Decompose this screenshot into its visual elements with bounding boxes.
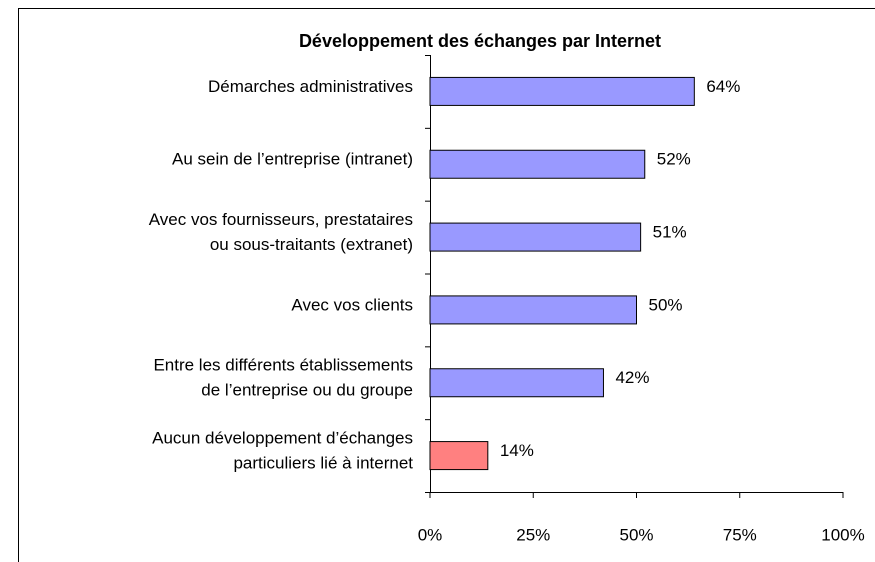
value-label: 64%	[706, 77, 740, 96]
x-tick-label: 75%	[723, 525, 757, 544]
value-label: 51%	[653, 223, 687, 242]
y-tick-label: de l’entreprise ou du groupe	[201, 381, 413, 400]
x-tick-label: 25%	[516, 525, 550, 544]
chart-title: Développement des échanges par Internet	[299, 31, 661, 51]
y-tick-label: particuliers lié à internet	[233, 454, 413, 473]
bar	[429, 441, 489, 471]
x-tick-label: 100%	[821, 525, 864, 544]
y-tick-label: ou sous-traitants (extranet)	[210, 235, 413, 254]
y-tick-label: Avec vos clients	[291, 295, 413, 314]
bar	[429, 295, 637, 325]
x-tick-label: 0%	[418, 525, 443, 544]
bar	[429, 76, 695, 106]
bar	[429, 222, 642, 252]
value-label: 42%	[615, 368, 649, 387]
y-tick-label: Entre les différents établissements	[153, 356, 413, 375]
y-tick-label: Au sein de l’entreprise (intranet)	[172, 150, 413, 169]
bar	[429, 368, 604, 398]
y-tick-label: Avec vos fournisseurs, prestataires	[149, 210, 413, 229]
x-tick-label: 50%	[619, 525, 653, 544]
value-label: 52%	[657, 150, 691, 169]
bar	[429, 149, 646, 179]
y-tick-label: Aucun développement d’échanges	[152, 429, 413, 448]
y-tick-label: Démarches administratives	[208, 77, 413, 96]
value-label: 50%	[649, 295, 683, 314]
value-label: 14%	[500, 441, 534, 460]
